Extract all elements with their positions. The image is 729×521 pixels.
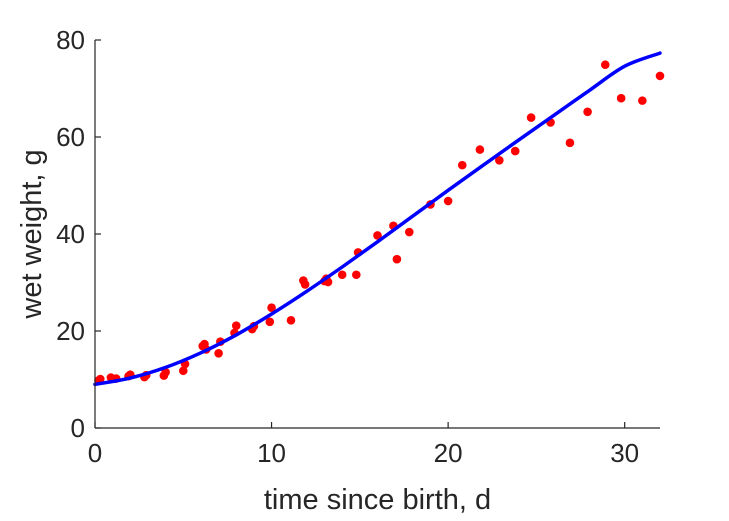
x-tick-label: 10: [257, 438, 286, 468]
y-axis-ticks: 0 20 40 60 80: [56, 25, 101, 443]
data-point: [265, 317, 275, 327]
data-point: [286, 316, 296, 325]
data-point: [404, 227, 414, 237]
x-tick-label: 20: [434, 438, 463, 468]
y-tick-label: 80: [56, 25, 85, 55]
y-axis-label: wet weight, g: [16, 149, 48, 319]
data-point: [337, 270, 347, 280]
data-point: [214, 349, 223, 358]
data-point: [300, 280, 310, 289]
y-tick-label: 40: [56, 219, 85, 249]
x-tick-label: 30: [610, 438, 639, 468]
x-axis-ticks: 0 10 20 30: [88, 422, 639, 468]
data-point: [655, 71, 665, 81]
x-axis-label: time since birth, d: [264, 484, 491, 516]
data-point: [583, 107, 592, 117]
data-point: [495, 155, 504, 165]
data-point: [475, 145, 485, 154]
data-point: [638, 96, 647, 105]
data-point: [600, 60, 610, 70]
y-tick-label: 60: [56, 122, 85, 152]
data-point: [178, 366, 188, 376]
data-point: [231, 321, 241, 330]
data-point: [616, 93, 626, 103]
y-tick-label: 0: [71, 413, 85, 443]
data-point: [95, 374, 105, 384]
data-point: [392, 254, 402, 264]
data-point: [526, 113, 536, 122]
y-tick-label: 20: [56, 316, 85, 346]
data-points: [94, 60, 665, 385]
plot-area: [93, 51, 665, 387]
data-point: [510, 146, 520, 156]
data-point: [267, 303, 276, 313]
data-point: [457, 160, 467, 170]
data-point: [373, 231, 382, 240]
x-tick-label: 0: [88, 438, 102, 468]
fit-curve: [93, 51, 662, 387]
data-point: [352, 270, 361, 280]
data-point: [161, 367, 170, 377]
data-point: [565, 138, 575, 148]
data-point: [443, 196, 453, 206]
